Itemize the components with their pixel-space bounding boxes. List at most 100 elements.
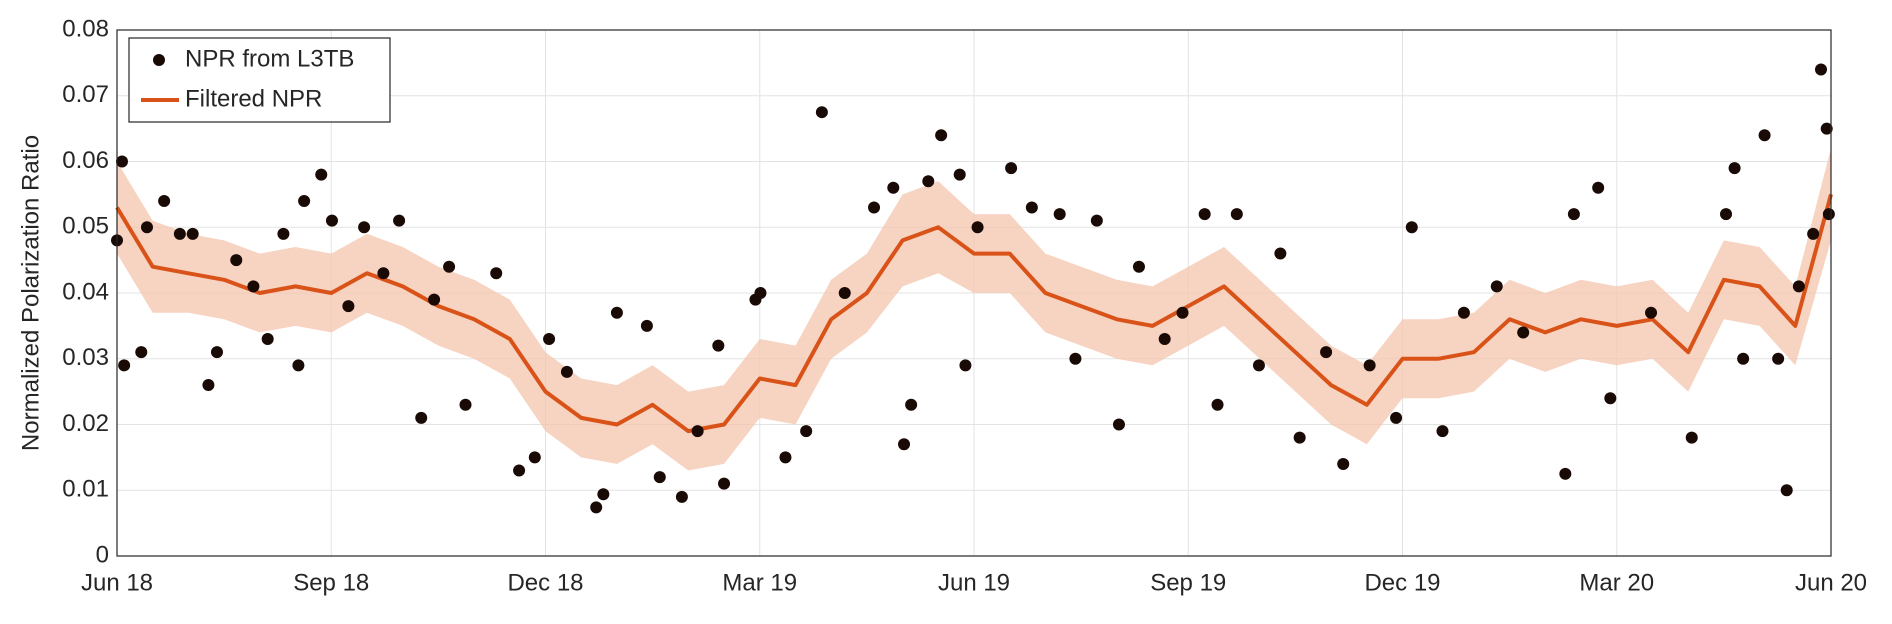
data-point — [1720, 208, 1733, 221]
data-point — [1559, 467, 1572, 480]
data-point — [653, 471, 666, 484]
data-point — [1592, 181, 1605, 194]
data-point — [443, 260, 456, 273]
data-point — [118, 359, 131, 372]
data-point — [158, 194, 171, 207]
data-point — [1728, 162, 1741, 175]
data-point — [230, 254, 243, 267]
data-point — [868, 201, 881, 214]
data-point — [1436, 425, 1449, 438]
data-point — [971, 221, 984, 234]
data-point — [393, 214, 406, 227]
data-point — [597, 488, 610, 501]
data-point — [1490, 280, 1503, 293]
data-point — [1025, 201, 1038, 214]
y-tick-label: 0 — [96, 541, 109, 568]
y-tick-label: 0.07 — [62, 81, 109, 108]
data-point — [691, 425, 704, 438]
data-point — [1780, 484, 1793, 497]
data-point — [959, 359, 972, 372]
data-point — [1390, 411, 1403, 424]
x-tick-label: Mar 20 — [1579, 569, 1654, 596]
data-point — [459, 398, 472, 411]
data-point — [342, 300, 355, 313]
data-point — [887, 181, 900, 194]
data-point — [415, 411, 428, 424]
data-point — [325, 214, 338, 227]
data-point — [1645, 306, 1658, 319]
data-point — [1567, 208, 1580, 221]
data-point — [1293, 431, 1306, 444]
data-point — [140, 221, 153, 234]
data-point — [1230, 208, 1243, 221]
data-point — [115, 155, 128, 168]
data-point — [377, 267, 390, 280]
data-point — [1252, 359, 1265, 372]
data-point — [1822, 208, 1835, 221]
data-point — [1132, 260, 1145, 273]
legend-label: NPR from L3TB — [185, 45, 354, 72]
data-point — [838, 287, 851, 299]
data-point — [1176, 306, 1189, 319]
y-tick-label: 0.08 — [62, 15, 109, 42]
data-point — [315, 168, 328, 181]
data-point — [922, 175, 935, 188]
data-point — [292, 359, 305, 372]
y-tick-label: 0.04 — [62, 278, 109, 305]
data-point — [1158, 333, 1171, 346]
data-point — [298, 194, 311, 207]
y-tick-label: 0.02 — [62, 410, 109, 437]
data-point — [1090, 214, 1103, 227]
data-point — [898, 438, 911, 451]
data-point — [261, 333, 274, 346]
y-tick-label: 0.03 — [62, 344, 109, 371]
data-point — [590, 501, 603, 514]
data-point — [905, 398, 918, 411]
data-point — [428, 293, 441, 306]
data-point — [1517, 326, 1530, 339]
line — [115, 193, 1833, 434]
data-point — [935, 129, 948, 142]
x-tick-label: Dec 18 — [507, 569, 583, 596]
data-point — [1069, 352, 1082, 365]
data-point — [358, 221, 371, 234]
legend-label: Filtered NPR — [185, 85, 322, 112]
data-point — [1815, 63, 1828, 76]
data-point — [675, 490, 688, 503]
data-point — [173, 227, 186, 240]
data-point — [1211, 398, 1224, 411]
data-point — [1053, 208, 1066, 221]
data-point — [1198, 208, 1211, 221]
data-point — [543, 333, 556, 346]
legend-marker — [153, 54, 165, 66]
data-point — [247, 280, 260, 293]
data-point — [528, 451, 541, 464]
x-tick-label: Sep 18 — [293, 569, 369, 596]
data-point — [1772, 352, 1785, 365]
data-point — [640, 319, 653, 332]
data-point — [1604, 392, 1617, 405]
data-point — [718, 477, 731, 490]
data-point — [1363, 359, 1376, 372]
data-point — [1758, 129, 1771, 142]
plot-border — [116, 29, 1832, 557]
y-axis-label: Normalized Polarization Ratio — [17, 135, 44, 451]
data-point — [1320, 346, 1333, 359]
y-tick-label: 0.01 — [62, 476, 109, 503]
data-point — [754, 287, 767, 299]
data-point — [1274, 247, 1287, 260]
x-tick-label: Dec 19 — [1364, 569, 1440, 596]
x-tick-label: Jun 18 — [81, 569, 153, 596]
data-point — [800, 425, 813, 438]
data-point — [1457, 306, 1470, 319]
data-point — [277, 227, 290, 240]
x-tick-label: Jun 20 — [1795, 569, 1867, 596]
data-point — [135, 346, 148, 359]
x-tick-label: Mar 19 — [722, 569, 797, 596]
y-tick-label: 0.06 — [62, 147, 109, 174]
data-point — [1685, 431, 1698, 444]
data-point — [490, 267, 503, 280]
data-point — [953, 168, 966, 181]
data-point — [1112, 418, 1125, 431]
